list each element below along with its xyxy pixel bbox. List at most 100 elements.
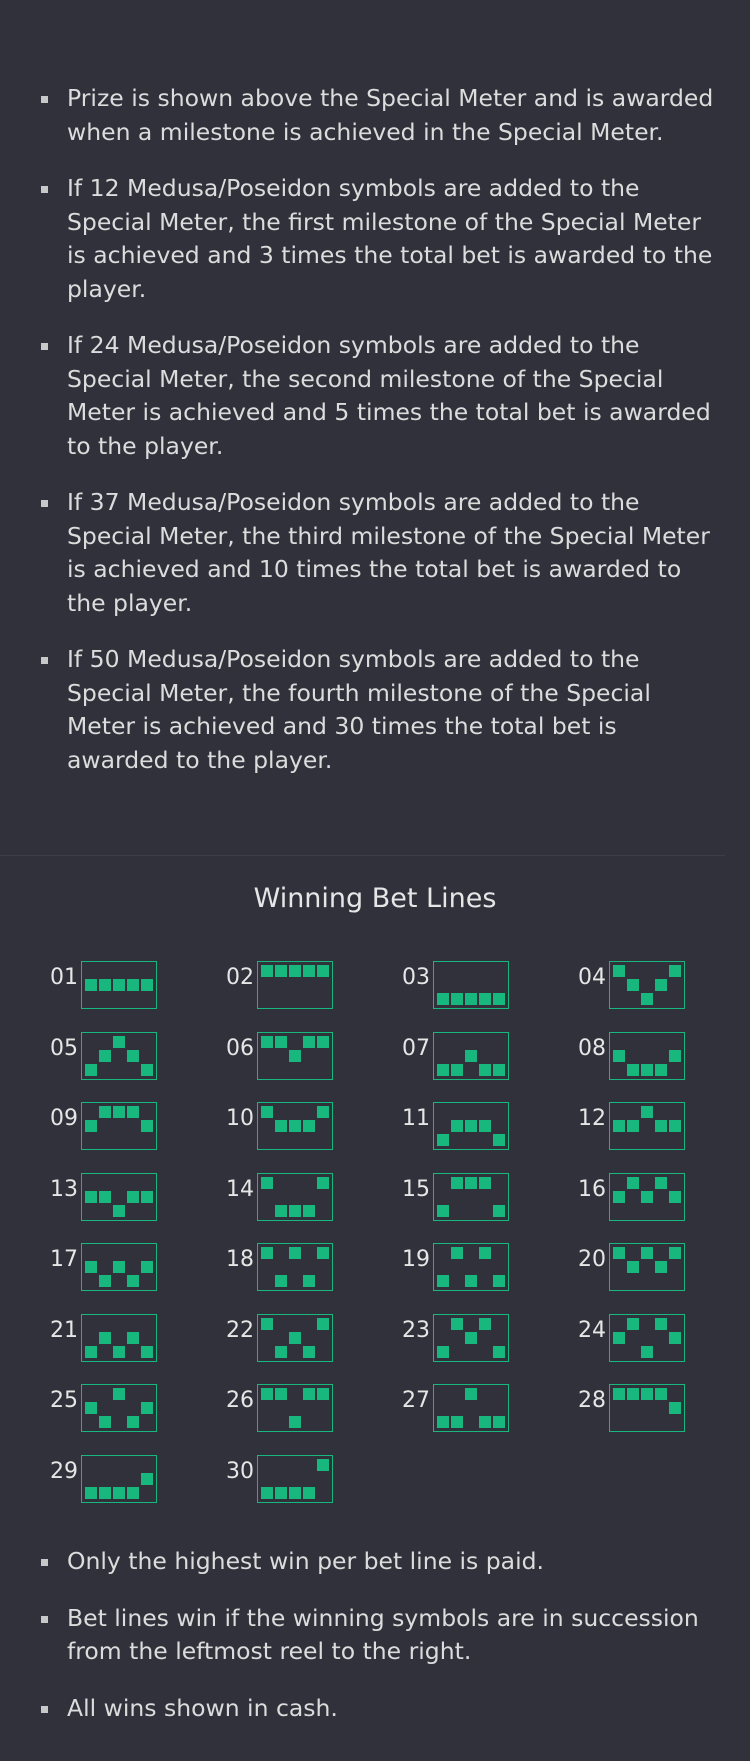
bet-line-square <box>437 1345 449 1358</box>
bet-line-24: 24 <box>572 1313 742 1368</box>
bet-line-number: 21 <box>50 1317 78 1343</box>
bet-line-square <box>99 1106 111 1118</box>
bet-line-number: 24 <box>578 1317 606 1343</box>
bet-line-number: 09 <box>50 1106 78 1131</box>
bet-line-square <box>655 1317 667 1330</box>
bet-line-pattern <box>609 1313 685 1362</box>
bet-line-pattern <box>257 1384 333 1432</box>
bullet-icon <box>41 343 48 350</box>
section-divider <box>0 855 725 856</box>
bet-line-square <box>141 979 153 991</box>
bet-line-square <box>317 1035 329 1048</box>
bet-line-pattern <box>81 1172 157 1221</box>
bet-line-square <box>669 1120 681 1132</box>
bet-line-square <box>451 993 463 1005</box>
bet-line-square <box>275 1204 287 1217</box>
bet-line-square <box>627 1176 639 1189</box>
bet-line-square <box>99 1416 111 1428</box>
rule-item: If 12 Medusa/Poseidon symbols are added … <box>0 172 750 306</box>
bet-line-square <box>141 1402 153 1414</box>
bet-line-square <box>141 1063 153 1076</box>
bet-line-pattern <box>81 1031 157 1080</box>
bet-line-square <box>275 1035 287 1048</box>
bet-line-square <box>669 1331 681 1344</box>
bullet-icon <box>41 1559 48 1566</box>
bet-line-number: 01 <box>50 965 78 990</box>
bet-line-square <box>437 993 449 1005</box>
bet-line-pattern <box>609 1102 685 1150</box>
bet-line-square <box>261 1176 273 1189</box>
bet-line-square <box>85 1190 97 1203</box>
bet-line-square <box>141 1261 153 1273</box>
bet-line-30: 30 <box>220 1454 390 1509</box>
bet-line-number: 15 <box>402 1176 430 1202</box>
bet-line-square <box>627 1261 639 1273</box>
bet-line-square <box>465 993 477 1005</box>
rule-item: All wins shown in cash. <box>0 1692 750 1726</box>
bet-line-square <box>99 979 111 991</box>
bet-line-square <box>261 1486 273 1499</box>
bet-line-square <box>493 1416 505 1428</box>
bet-line-square <box>317 1106 329 1118</box>
bet-line-pattern <box>433 1384 509 1432</box>
bet-line-number: 28 <box>578 1388 606 1413</box>
bet-line-square <box>437 1275 449 1287</box>
bet-line-pattern <box>257 961 333 1009</box>
bet-line-square <box>465 1388 477 1400</box>
bet-line-number: 06 <box>226 1035 254 1061</box>
bet-line-square <box>613 1049 625 1062</box>
rule-item: Prize is shown above the Special Meter a… <box>0 82 750 149</box>
bet-line-square <box>669 1402 681 1414</box>
bet-line-square <box>289 1247 301 1259</box>
bet-line-number: 10 <box>226 1106 254 1131</box>
bet-line-square <box>113 1261 125 1273</box>
bet-line-square <box>127 1275 139 1287</box>
bet-line-square <box>493 1063 505 1076</box>
bet-line-pattern <box>81 1384 157 1432</box>
bet-line-pattern <box>257 1313 333 1362</box>
bet-line-number: 17 <box>50 1247 78 1272</box>
bet-line-square <box>141 1120 153 1132</box>
bet-line-square <box>655 1388 667 1400</box>
bet-line-square <box>113 1035 125 1048</box>
bet-line-square <box>451 1120 463 1132</box>
bet-line-square <box>613 1190 625 1203</box>
bet-line-pattern <box>257 1243 333 1291</box>
bet-line-pattern <box>81 1313 157 1362</box>
bet-line-square <box>317 1388 329 1400</box>
bet-line-square <box>655 1261 667 1273</box>
bet-line-square <box>275 1345 287 1358</box>
bet-line-square <box>261 1247 273 1259</box>
bet-line-square <box>641 1190 653 1203</box>
bet-line-square <box>303 1388 315 1400</box>
bet-line-number: 03 <box>402 965 430 990</box>
bet-line-square <box>655 1176 667 1189</box>
bet-line-square <box>113 1486 125 1499</box>
bet-line-square <box>275 1120 287 1132</box>
bet-line-square <box>465 1331 477 1344</box>
bet-line-square <box>655 979 667 991</box>
bet-line-number: 26 <box>226 1388 254 1413</box>
bet-line-number: 22 <box>226 1317 254 1343</box>
bet-line-number: 23 <box>402 1317 430 1343</box>
bet-line-square <box>317 1317 329 1330</box>
bet-line-pattern <box>81 961 157 1009</box>
bet-line-square <box>303 1486 315 1499</box>
rule-item: If 37 Medusa/Poseidon symbols are added … <box>0 486 750 620</box>
bet-line-square <box>317 965 329 977</box>
bet-line-square <box>85 1063 97 1076</box>
bet-line-12: 12 <box>572 1102 742 1156</box>
bet-line-square <box>141 1345 153 1358</box>
bet-line-square <box>465 1120 477 1132</box>
bet-line-pattern <box>257 1454 333 1503</box>
bet-line-pattern <box>81 1102 157 1150</box>
bet-line-square <box>99 1331 111 1344</box>
bet-line-square <box>85 1345 97 1358</box>
bet-line-square <box>261 1317 273 1330</box>
bet-line-number: 19 <box>402 1247 430 1272</box>
bet-line-square <box>627 1317 639 1330</box>
bet-line-19: 19 <box>396 1243 566 1297</box>
bet-line-05: 05 <box>44 1031 214 1086</box>
bet-line-square <box>641 993 653 1005</box>
bet-line-square <box>113 1106 125 1118</box>
